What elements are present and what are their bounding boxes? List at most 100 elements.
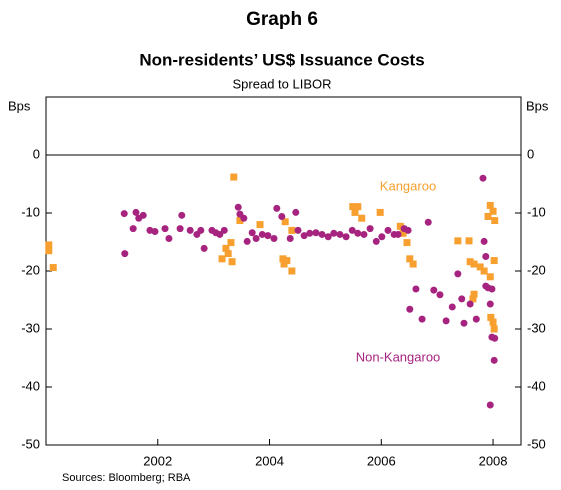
point [491, 334, 499, 342]
y-tick-label: -40 [21, 378, 40, 393]
point [324, 233, 332, 241]
point [465, 237, 473, 245]
point [227, 239, 235, 247]
point [234, 203, 242, 211]
point [488, 285, 496, 293]
point [479, 174, 487, 182]
point [458, 295, 466, 303]
point [358, 214, 366, 222]
point [470, 260, 478, 268]
point [306, 229, 314, 237]
point [466, 258, 474, 266]
point [300, 232, 308, 240]
point [354, 229, 362, 237]
y-tick-label: -30 [21, 320, 40, 335]
point [378, 233, 386, 241]
point [132, 208, 140, 216]
point [442, 317, 450, 325]
annotation: Kangaroo [380, 178, 436, 193]
point [406, 305, 414, 313]
point [236, 217, 244, 225]
point [216, 230, 224, 238]
point [360, 230, 368, 238]
x-tick-label: 2002 [143, 453, 172, 468]
chart-description: Spread to LIBOR [233, 76, 332, 91]
point [366, 225, 374, 233]
point [472, 315, 480, 323]
point [176, 225, 184, 233]
point [460, 319, 468, 327]
point [278, 212, 286, 220]
y-axis-label: Bps [8, 98, 31, 113]
point [228, 258, 236, 266]
point [399, 229, 407, 237]
chart-title: Graph 6 [246, 9, 318, 30]
y2-tick-label: -30 [527, 320, 546, 335]
point [197, 226, 205, 234]
y-tick-label: -20 [21, 262, 40, 277]
point [248, 229, 256, 237]
y-tick-label: 0 [33, 146, 40, 161]
point [349, 203, 357, 211]
chart-subtitle: Non-residents’ US$ Issuance Costs [139, 50, 424, 69]
point [200, 244, 208, 252]
point [406, 255, 414, 263]
point [240, 214, 248, 222]
point [139, 211, 147, 219]
point [394, 230, 402, 238]
point [264, 232, 272, 240]
point [165, 235, 173, 243]
y2-tick-label: -20 [527, 262, 546, 277]
point [330, 229, 338, 237]
y2-axis-label: Bps [526, 98, 549, 113]
point [376, 208, 384, 216]
point [286, 235, 294, 243]
point [489, 318, 497, 326]
point [252, 235, 260, 243]
point [354, 203, 362, 211]
point [409, 260, 417, 268]
y2-tick-label: 0 [527, 146, 534, 161]
point [486, 201, 494, 209]
point [342, 233, 350, 241]
point [222, 244, 230, 252]
point [403, 239, 411, 247]
point [490, 356, 498, 364]
point [466, 300, 474, 308]
point [470, 290, 478, 298]
point [45, 247, 53, 255]
point [372, 237, 380, 245]
point [482, 253, 490, 260]
point [430, 286, 438, 294]
plot-frame [45, 96, 522, 446]
point [448, 303, 456, 311]
point [129, 225, 137, 233]
point [224, 250, 232, 258]
point [218, 255, 226, 263]
x-tick-label: 2006 [367, 453, 396, 468]
point [351, 208, 359, 216]
point [480, 237, 488, 245]
point [312, 229, 320, 237]
y-tick-label: -10 [21, 204, 40, 219]
point [292, 208, 300, 216]
y2-tick-label: -50 [527, 436, 546, 451]
point [384, 226, 392, 234]
point [121, 250, 129, 258]
point [288, 226, 296, 234]
point [480, 267, 488, 275]
point [186, 226, 194, 234]
point [484, 212, 492, 220]
point [161, 225, 169, 233]
x-tick-label: 2004 [255, 453, 284, 468]
point [220, 226, 228, 234]
x-tick-label: 2008 [479, 453, 508, 468]
point [120, 210, 128, 218]
point [454, 237, 462, 245]
point [490, 325, 498, 333]
point [45, 241, 53, 249]
point [281, 218, 289, 226]
point [486, 300, 494, 308]
source-note: Sources: Bloomberg; RBA [62, 472, 191, 484]
